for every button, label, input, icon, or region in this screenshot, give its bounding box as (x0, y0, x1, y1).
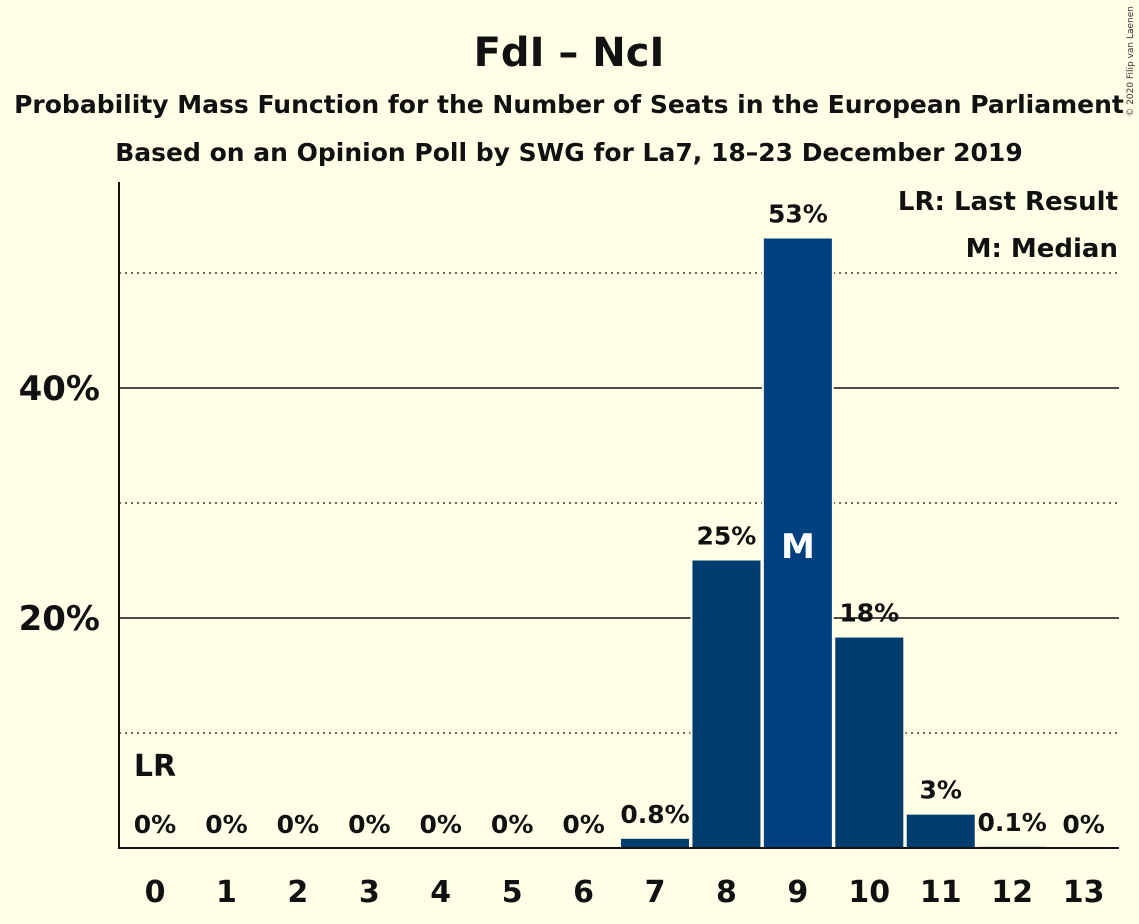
x-tick-label: 2 (287, 875, 308, 910)
copyright-text: © 2020 Filip van Laenen (1126, 6, 1136, 117)
bar-value-label: 0% (134, 810, 176, 839)
x-tick-label: 5 (502, 875, 523, 910)
bar-value-label: 0% (205, 810, 247, 839)
bar (906, 814, 975, 848)
legend-median: M: Median (966, 234, 1118, 264)
bar-gap (976, 844, 1049, 848)
bar (835, 637, 904, 848)
x-tick-label: 10 (848, 875, 890, 910)
bar-value-label: 18% (839, 599, 899, 628)
bar-value-label: 0% (348, 810, 390, 839)
bar-value-label: 25% (697, 522, 757, 551)
x-tick-label: 13 (1063, 875, 1105, 910)
x-tick-label: 3 (359, 875, 380, 910)
bar-value-label: 0% (491, 810, 533, 839)
y-tick-label: 20% (19, 599, 100, 639)
bars (619, 236, 1049, 848)
bar-value-label: 0.8% (620, 800, 689, 829)
y-axis-ticks: 20% 40% (19, 369, 100, 639)
bar-value-label: 0.1% (977, 808, 1046, 837)
x-tick-label: 1 (216, 875, 237, 910)
bar (763, 238, 832, 848)
bar-value-label: 53% (768, 200, 828, 229)
bar-value-label: 3% (920, 776, 962, 805)
chart-subtitle-poll: Based on an Opinion Poll by SWG for La7,… (115, 138, 1022, 167)
median-marker: M (781, 527, 815, 567)
x-tick-label: 12 (991, 875, 1033, 910)
bar-value-label: 0% (277, 810, 319, 839)
last-result-marker: LR (134, 749, 176, 784)
bar (621, 838, 690, 848)
chart-subtitle: Probability Mass Function for the Number… (14, 90, 1124, 119)
legend-last-result: LR: Last Result (898, 187, 1118, 217)
y-tick-label: 40% (19, 369, 100, 409)
x-tick-label: 0 (145, 875, 166, 910)
x-tick-label: 11 (920, 875, 962, 910)
x-tick-label: 7 (645, 875, 666, 910)
bar (692, 560, 761, 848)
bar-labels: 0% 0% 0% 0% 0% 0% 0% 0.8% 25% 53% 18% 3% 0.1% 0% M LR (134, 200, 1105, 840)
grid (119, 272, 1119, 734)
bar-value-label: 0% (1062, 810, 1104, 839)
x-tick-label: 4 (430, 875, 451, 910)
bar-value-label: 0% (562, 810, 604, 839)
x-axis-ticks: 0 1 2 3 4 5 6 7 8 9 10 11 12 13 (145, 875, 1105, 910)
chart-title: FdI – NcI (474, 30, 665, 76)
x-tick-label: 9 (787, 875, 808, 910)
x-tick-label: 6 (573, 875, 594, 910)
bar-value-label: 0% (419, 810, 461, 839)
x-tick-label: 8 (716, 875, 737, 910)
